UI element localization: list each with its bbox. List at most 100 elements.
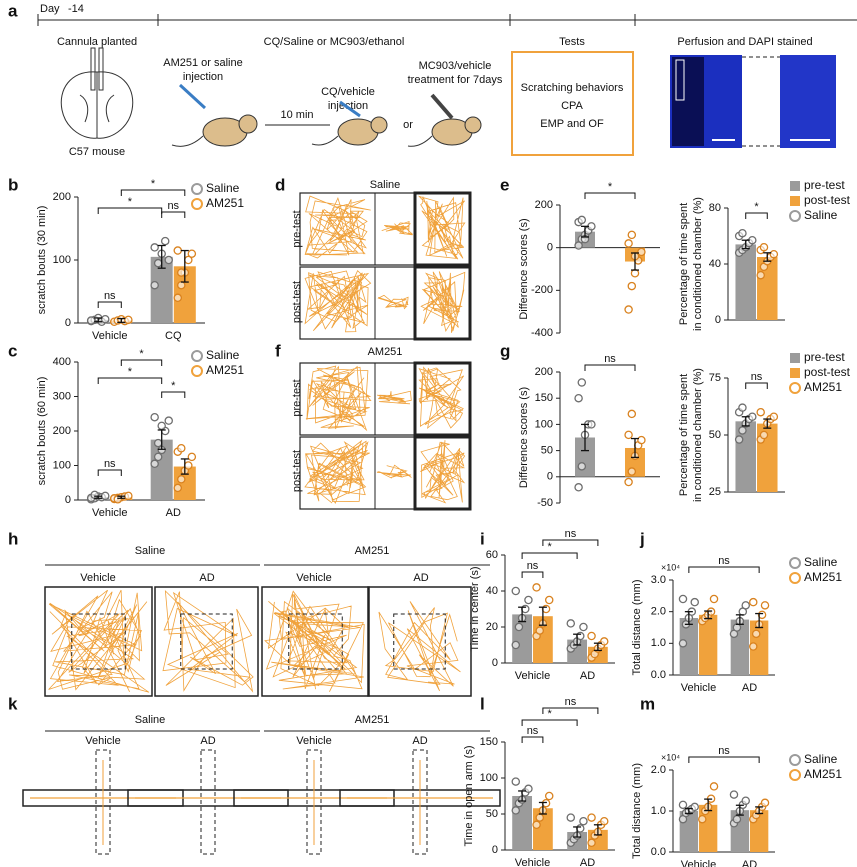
data-point (544, 595, 554, 605)
data-point (734, 435, 744, 444)
y-tick-label: 150 (480, 736, 498, 748)
y-tick-label: 1.0 (651, 637, 666, 649)
significance-bracket (521, 736, 544, 743)
data-point (535, 813, 544, 822)
y-tick-label: 0.0 (651, 669, 666, 681)
data-point (100, 314, 110, 324)
track-path (377, 294, 409, 310)
legend-marker (790, 353, 800, 363)
data-point (177, 475, 186, 484)
brain-label: C57 mouse (69, 146, 125, 158)
significance-label: * (128, 366, 133, 378)
data-point (153, 258, 163, 268)
data-point (630, 269, 640, 278)
data-point (624, 430, 633, 440)
data-point (535, 626, 544, 635)
legend-marker (790, 368, 800, 378)
data-point (769, 412, 779, 422)
tests-box (511, 51, 634, 156)
y-tick-label: 300 (53, 390, 71, 402)
brain-drawing (60, 47, 134, 139)
track-path (377, 390, 412, 405)
y-axis-label: Total distance (mm) (631, 763, 643, 859)
track-path (162, 589, 254, 693)
legend-label: AM251 (804, 380, 842, 394)
data-point (627, 230, 637, 240)
data-point (177, 268, 186, 277)
y-axis-label: Time in open arm (s) (463, 745, 475, 846)
data-point (738, 228, 747, 238)
y-tick-label: -200 (531, 284, 553, 296)
significance-bracket (97, 469, 122, 476)
data-point (124, 491, 133, 501)
legend-label: Saline (804, 752, 838, 766)
phase-label: Cannula planted (57, 36, 137, 48)
significance-label: ns (104, 290, 116, 302)
day-value: -14 (68, 3, 84, 15)
significance-label: * (151, 178, 156, 190)
data-point (187, 452, 197, 462)
data-point (741, 796, 750, 806)
y-tick-label: 0 (492, 657, 498, 669)
data-point (637, 435, 646, 445)
data-point (124, 315, 133, 325)
track-path (264, 590, 365, 692)
center-zone (71, 613, 126, 670)
bar (679, 618, 699, 675)
test-text: Scratching behaviors (521, 82, 624, 94)
panel-label: d (275, 175, 285, 194)
data-point (157, 421, 166, 431)
step-text: treatment for 7days (408, 74, 503, 86)
y-axis-label: in conditioned chamber (%) (692, 197, 704, 331)
condition-label: Vehicle (85, 735, 120, 747)
y-tick-label: 2.0 (651, 606, 666, 618)
cannula-outline (675, 59, 685, 101)
data-point (566, 619, 576, 628)
data-point (173, 246, 183, 255)
data-point (577, 215, 587, 225)
data-point (748, 412, 757, 422)
day-label: Day (40, 3, 60, 15)
y-tick-label: 200 (53, 191, 71, 203)
y-tick-label: 40 (486, 585, 498, 597)
data-point (579, 622, 588, 632)
y-tick-label: 50 (709, 429, 721, 441)
x-tick-label: AD (580, 857, 595, 867)
data-point (100, 491, 110, 501)
significance-bracket (542, 707, 599, 714)
data-point (150, 243, 159, 252)
step-text: MC903/vehicle (419, 60, 492, 72)
panel-label: k (8, 694, 18, 713)
interval-text: 10 min (280, 109, 313, 121)
data-point (756, 407, 765, 417)
conditioned-chamber (413, 435, 472, 511)
data-point (678, 594, 688, 604)
test-text: EMP and OF (540, 118, 604, 130)
y-tick-label: 20 (486, 621, 498, 633)
y-tick-label: 100 (53, 459, 71, 471)
x-tick-label: Vehicle (515, 670, 550, 682)
y-axis-label: Percentage of time spent (678, 374, 690, 496)
y-tick-label: 0 (492, 844, 498, 856)
y-tick-label: 100 (480, 772, 498, 784)
zoom-lines (742, 56, 780, 147)
data-point (741, 601, 750, 610)
dapi-image (672, 57, 704, 146)
legend-marker (790, 181, 800, 191)
legend-label: AM251 (804, 570, 842, 584)
phase-label: Tests (559, 36, 585, 48)
legend-label: post-test (804, 365, 851, 379)
significance-label: * (128, 196, 133, 208)
track-path (376, 464, 412, 479)
data-point (738, 403, 747, 412)
legend-marker (789, 382, 801, 394)
conditioned-chamber (413, 361, 472, 437)
data-point (187, 249, 197, 258)
significance-bracket (584, 192, 636, 199)
x-tick-label: AD (580, 670, 595, 682)
significance-bracket (688, 566, 760, 573)
track-path (48, 589, 150, 693)
legend-marker (789, 769, 801, 781)
panel-label: a (8, 1, 18, 20)
